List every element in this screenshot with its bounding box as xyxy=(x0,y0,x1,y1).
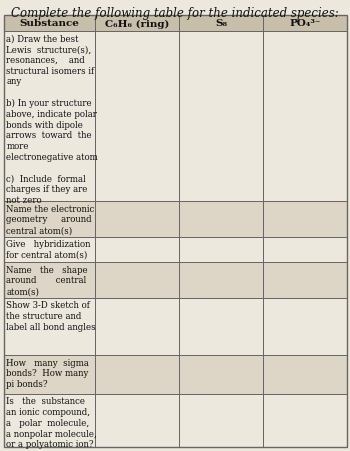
Text: Complete the following table for the indicated species:: Complete the following table for the ind… xyxy=(11,7,339,20)
Text: Name   the   shape
around       central
atom(s): Name the shape around central atom(s) xyxy=(7,265,88,295)
Text: C₆H₆ (ring): C₆H₆ (ring) xyxy=(105,19,169,28)
Bar xyxy=(95,202,179,237)
Bar xyxy=(263,355,347,394)
Bar xyxy=(4,32,95,202)
Text: PO₄³⁻: PO₄³⁻ xyxy=(289,19,321,28)
Bar xyxy=(179,262,263,298)
Bar xyxy=(95,298,179,355)
Bar xyxy=(4,16,95,32)
Bar xyxy=(263,32,347,202)
Bar xyxy=(95,394,179,447)
Bar xyxy=(179,355,263,394)
Bar xyxy=(95,237,179,262)
Bar xyxy=(179,298,263,355)
Bar xyxy=(263,202,347,237)
Bar xyxy=(263,16,347,32)
Bar xyxy=(4,237,95,262)
Bar xyxy=(4,262,95,298)
Bar xyxy=(179,394,263,447)
Text: Is   the  substance
an ionic compound,
a   polar  molecule,
a nonpolar molecule,: Is the substance an ionic compound, a po… xyxy=(7,396,97,448)
Bar xyxy=(263,298,347,355)
Bar xyxy=(179,32,263,202)
Bar xyxy=(4,202,95,237)
Text: S₈: S₈ xyxy=(215,19,227,28)
Text: Give   hybridization
for central atom(s): Give hybridization for central atom(s) xyxy=(7,239,91,259)
Bar xyxy=(179,237,263,262)
Bar xyxy=(4,394,95,447)
Bar xyxy=(179,202,263,237)
Text: Show 3-D sketch of
the structure and
label all bond angles: Show 3-D sketch of the structure and lab… xyxy=(7,300,96,331)
Bar xyxy=(95,262,179,298)
Bar xyxy=(263,237,347,262)
Text: Substance: Substance xyxy=(20,19,79,28)
Bar xyxy=(95,32,179,202)
Bar xyxy=(95,355,179,394)
Bar xyxy=(179,16,263,32)
Text: Name the electronic
geometry     around
central atom(s): Name the electronic geometry around cent… xyxy=(7,204,95,235)
Bar xyxy=(95,16,179,32)
Text: How   many  sigma
bonds?  How many
pi bonds?: How many sigma bonds? How many pi bonds? xyxy=(7,358,89,388)
Bar xyxy=(4,298,95,355)
Bar xyxy=(263,262,347,298)
Bar xyxy=(263,394,347,447)
Bar xyxy=(4,355,95,394)
Text: a) Draw the best
Lewis  structure(s),
resonances,    and
structural isomers if
a: a) Draw the best Lewis structure(s), res… xyxy=(7,34,98,204)
